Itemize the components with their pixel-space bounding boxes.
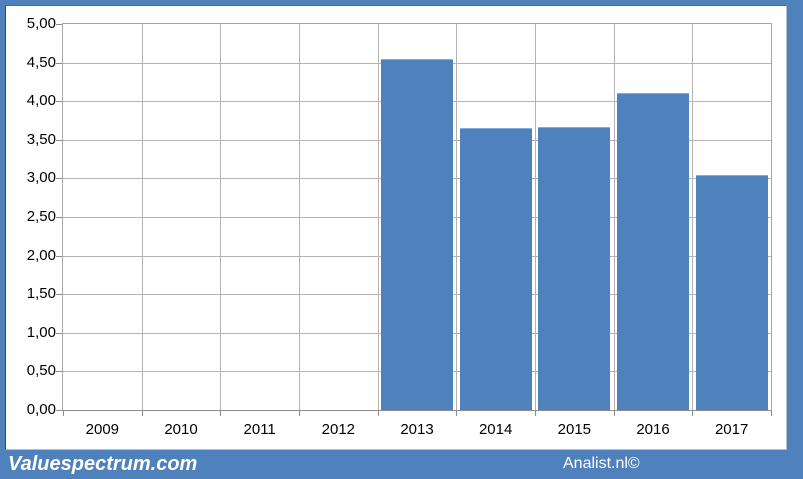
- bar-2013: [381, 58, 453, 410]
- v-gridline: [535, 24, 536, 410]
- y-axis-tick: [56, 410, 62, 411]
- y-axis-tick: [56, 139, 62, 141]
- x-axis-tick: [456, 411, 458, 416]
- x-axis-tick: [692, 411, 694, 416]
- y-axis-tick: [56, 255, 62, 257]
- y-axis-tick: [56, 101, 62, 103]
- v-gridline: [220, 24, 222, 410]
- v-gridline: [141, 24, 143, 410]
- x-axis-tick: [63, 411, 64, 416]
- x-axis-tick: [771, 411, 772, 416]
- x-axis-label-2017: 2017: [714, 421, 749, 438]
- x-axis-label-2015: 2015: [557, 421, 592, 438]
- chart-panel: 0,00 0,50 1,00 1,50 2,00 2,50 3,00 3,50 4,00 4,50…: [5, 5, 787, 450]
- x-axis-label-2009: 2009: [85, 421, 120, 438]
- y-axis-tick: [56, 24, 62, 25]
- y-axis-label: 0,50: [26, 362, 56, 380]
- plot-area: [62, 23, 772, 411]
- x-axis-label-2012: 2012: [321, 421, 356, 438]
- x-axis-label-2011: 2011: [243, 421, 276, 438]
- x-axis-tick: [377, 411, 379, 416]
- y-axis-tick: [56, 178, 62, 180]
- y-axis-tick: [56, 217, 62, 218]
- x-axis-tick: [535, 411, 536, 416]
- x-axis-label-2013: 2013: [400, 421, 434, 438]
- y-axis-label: 4,00: [26, 92, 56, 110]
- v-gridline: [377, 24, 379, 410]
- y-axis-label: 3,50: [26, 130, 56, 148]
- y-axis-label: 2,50: [26, 208, 56, 225]
- x-axis-label-2016: 2016: [636, 421, 670, 438]
- x-axis-label-2010: 2010: [164, 421, 198, 438]
- x-axis-tick: [220, 411, 222, 416]
- v-gridline: [456, 24, 458, 410]
- y-axis-tick: [56, 62, 62, 64]
- bar-2014: [459, 128, 532, 410]
- x-axis-tick: [141, 411, 143, 416]
- valuespectrum-brand: Valuespectrum.com: [8, 453, 198, 475]
- v-gridline: [692, 24, 694, 410]
- analist-brand: Analist.nl©: [563, 455, 640, 472]
- y-axis-label: 2,00: [26, 246, 56, 264]
- x-axis-label-2014: 2014: [478, 421, 513, 438]
- y-axis-tick: [56, 294, 62, 296]
- x-axis-tick: [613, 411, 615, 416]
- y-axis-label: 1,50: [26, 285, 56, 303]
- bar-2015: [538, 127, 611, 410]
- y-axis-tick: [56, 332, 62, 334]
- bar-2016: [617, 92, 689, 410]
- y-axis-label: 5,00: [26, 15, 56, 32]
- v-gridline: [613, 24, 615, 410]
- bar-2017: [695, 175, 768, 410]
- v-gridline: [299, 24, 300, 410]
- y-axis-label: 4,50: [26, 53, 56, 71]
- y-axis-label: 1,00: [26, 323, 56, 341]
- footer-bar: Valuespectrum.com Analist.nl©: [0, 450, 803, 479]
- y-axis-label: 0,00: [26, 401, 56, 418]
- x-axis-tick: [299, 411, 300, 416]
- y-axis-label: 3,00: [26, 169, 56, 187]
- y-axis-tick: [56, 371, 62, 373]
